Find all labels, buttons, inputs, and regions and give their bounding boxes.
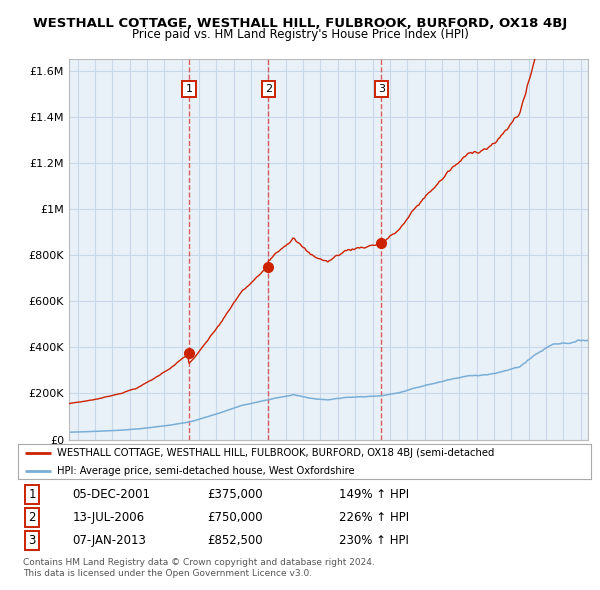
- Text: This data is licensed under the Open Government Licence v3.0.: This data is licensed under the Open Gov…: [23, 569, 312, 578]
- Text: 05-DEC-2001: 05-DEC-2001: [73, 488, 151, 501]
- Text: 07-JAN-2013: 07-JAN-2013: [73, 534, 146, 547]
- Text: 1: 1: [29, 488, 36, 501]
- Text: WESTHALL COTTAGE, WESTHALL HILL, FULBROOK, BURFORD, OX18 4BJ (semi-detached: WESTHALL COTTAGE, WESTHALL HILL, FULBROO…: [57, 448, 494, 458]
- Text: £750,000: £750,000: [207, 511, 263, 524]
- Text: 3: 3: [378, 84, 385, 94]
- Text: 226% ↑ HPI: 226% ↑ HPI: [339, 511, 409, 524]
- Text: 2: 2: [265, 84, 272, 94]
- Text: 149% ↑ HPI: 149% ↑ HPI: [339, 488, 409, 501]
- Text: 1: 1: [185, 84, 193, 94]
- Text: 13-JUL-2006: 13-JUL-2006: [73, 511, 145, 524]
- Text: Price paid vs. HM Land Registry's House Price Index (HPI): Price paid vs. HM Land Registry's House …: [131, 28, 469, 41]
- Text: £852,500: £852,500: [207, 534, 263, 547]
- Text: Contains HM Land Registry data © Crown copyright and database right 2024.: Contains HM Land Registry data © Crown c…: [23, 558, 374, 567]
- Text: 3: 3: [29, 534, 36, 547]
- Text: £375,000: £375,000: [207, 488, 263, 501]
- Text: 230% ↑ HPI: 230% ↑ HPI: [339, 534, 409, 547]
- Text: 2: 2: [29, 511, 36, 524]
- Text: WESTHALL COTTAGE, WESTHALL HILL, FULBROOK, BURFORD, OX18 4BJ: WESTHALL COTTAGE, WESTHALL HILL, FULBROO…: [33, 17, 567, 30]
- Text: HPI: Average price, semi-detached house, West Oxfordshire: HPI: Average price, semi-detached house,…: [57, 466, 355, 476]
